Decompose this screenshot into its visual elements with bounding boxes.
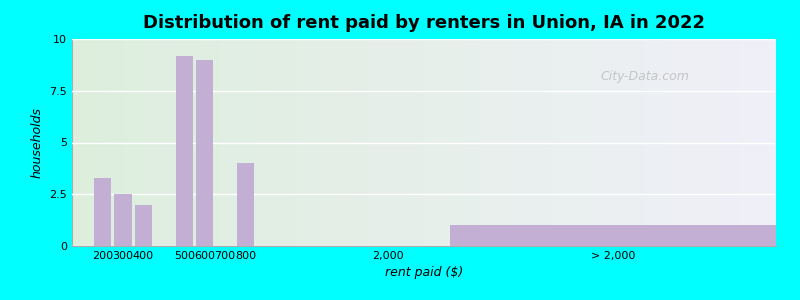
Bar — [237, 163, 254, 246]
Text: City-Data.com: City-Data.com — [600, 70, 689, 83]
X-axis label: rent paid ($): rent paid ($) — [385, 266, 463, 279]
Bar — [114, 194, 132, 246]
Bar — [450, 225, 776, 246]
Bar — [134, 205, 152, 246]
Bar — [94, 178, 111, 246]
Bar — [175, 56, 193, 246]
Title: Distribution of rent paid by renters in Union, IA in 2022: Distribution of rent paid by renters in … — [143, 14, 705, 32]
Y-axis label: households: households — [31, 107, 44, 178]
Bar — [196, 60, 214, 246]
